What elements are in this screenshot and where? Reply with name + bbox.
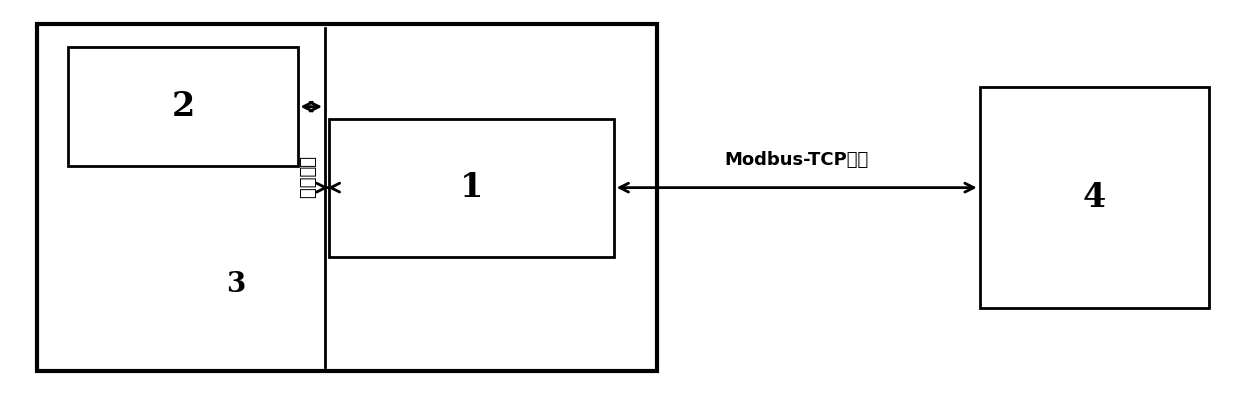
Text: 4: 4: [1083, 181, 1106, 214]
Bar: [37, 24, 657, 371]
Text: 2: 2: [171, 90, 195, 123]
Text: 3: 3: [226, 271, 246, 298]
Bar: [980, 87, 1209, 308]
Bar: [329, 118, 614, 257]
Text: 1: 1: [460, 171, 482, 204]
Text: Modbus-TCP网络: Modbus-TCP网络: [724, 151, 869, 169]
Text: 串行总线: 串行总线: [298, 156, 315, 199]
Bar: [68, 47, 298, 166]
